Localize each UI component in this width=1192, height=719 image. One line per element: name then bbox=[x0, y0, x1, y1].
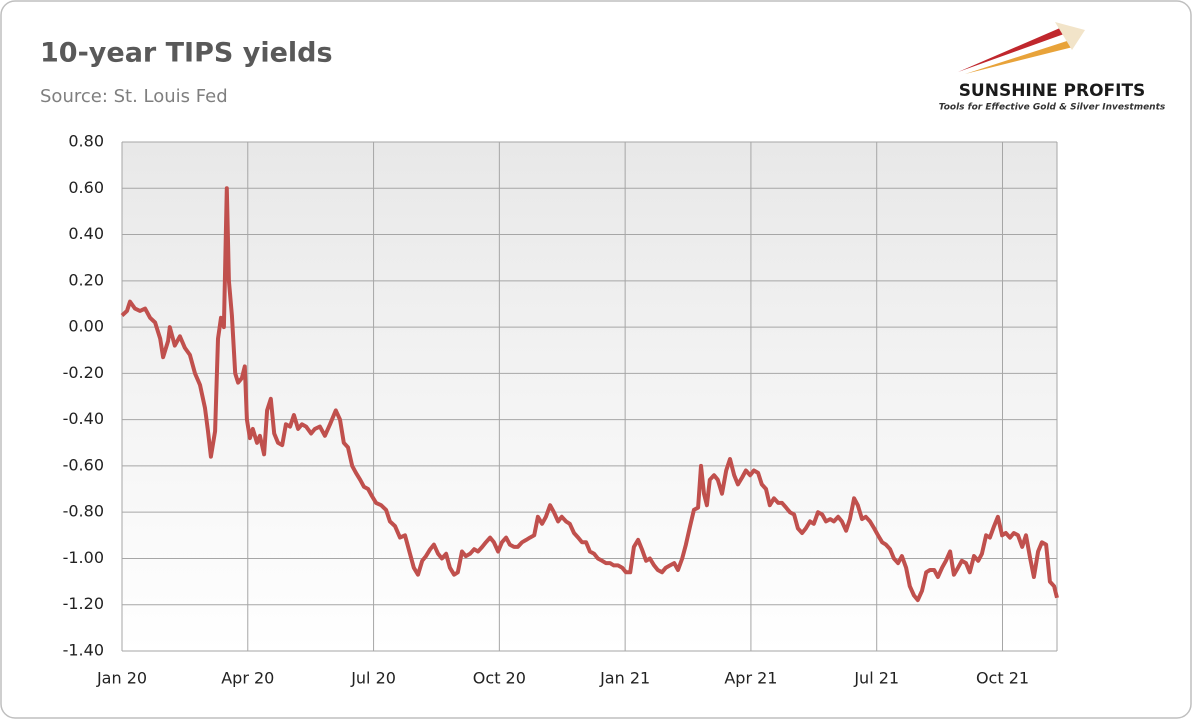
logo: SUNSHINE PROFITS Tools for Effective Gol… bbox=[939, 22, 1166, 113]
y-tick-label: -1.00 bbox=[63, 548, 104, 567]
x-tick-label: Oct 20 bbox=[473, 669, 526, 688]
x-tick-label: Oct 21 bbox=[976, 669, 1029, 688]
logo-tagline: Tools for Effective Gold & Silver Invest… bbox=[939, 103, 1166, 113]
y-tick-label: -1.20 bbox=[63, 594, 104, 613]
y-tick-label: -0.60 bbox=[63, 455, 104, 474]
y-tick-label: 0.80 bbox=[68, 132, 104, 151]
data-line bbox=[120, 186, 1059, 603]
y-tick-label: -0.20 bbox=[63, 363, 104, 382]
x-tick-label: Apr 20 bbox=[221, 669, 274, 688]
y-tick-label: 0.00 bbox=[68, 317, 104, 336]
y-tick-label: -0.40 bbox=[63, 409, 104, 428]
x-tick-label: Jul 21 bbox=[853, 669, 899, 688]
x-tick-label: Apr 21 bbox=[724, 669, 777, 688]
y-tick-label: 0.20 bbox=[68, 270, 104, 289]
y-tick-label: 0.40 bbox=[68, 224, 104, 243]
logo-name: SUNSHINE PROFITS bbox=[959, 81, 1146, 101]
x-tick-label: Jul 20 bbox=[350, 669, 396, 688]
y-tick-label: -1.40 bbox=[63, 641, 104, 660]
logo-swoosh bbox=[965, 40, 1073, 74]
plot-area bbox=[122, 142, 1057, 651]
y-tick-label: -0.80 bbox=[63, 502, 104, 521]
chart-subtitle: Source: St. Louis Fed bbox=[40, 86, 228, 107]
x-tick-label: Jan 21 bbox=[599, 669, 650, 688]
chart-title: 10-year TIPS yields bbox=[40, 38, 333, 69]
logo-swoosh bbox=[1055, 22, 1085, 50]
logo-swoosh bbox=[958, 28, 1064, 72]
x-tick-label: Jan 20 bbox=[96, 669, 147, 688]
y-tick-label: 0.60 bbox=[68, 178, 104, 197]
